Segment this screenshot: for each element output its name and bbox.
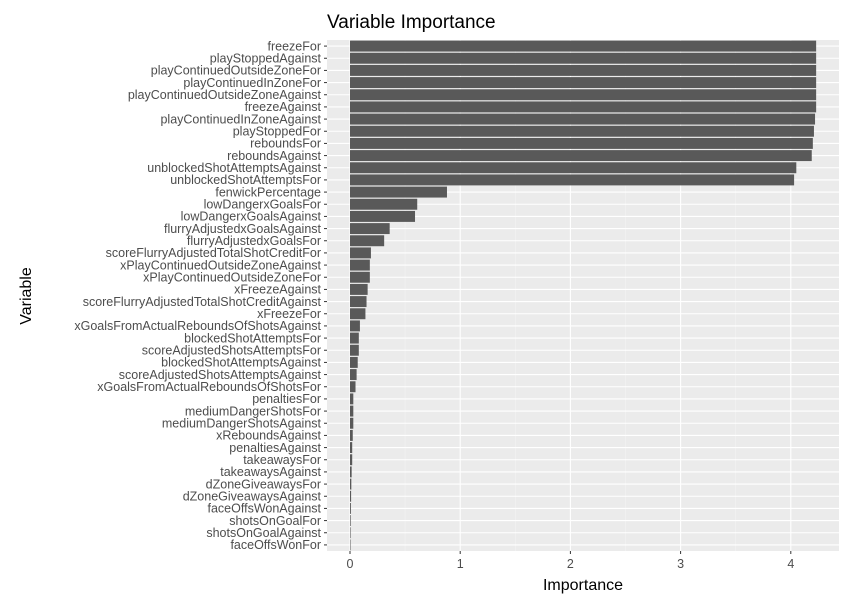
y-tick-label: playStoppedAgainst — [210, 52, 322, 66]
bar-playContinuedInZoneFor — [350, 77, 817, 89]
y-tick-label: takeawaysAgainst — [220, 465, 321, 479]
bar-xPlayContinuedOutsideZoneFor — [350, 271, 370, 283]
bar-xFreezeFor — [350, 308, 366, 320]
bar-fenwickPercentage — [350, 186, 447, 198]
x-tick-label: 1 — [457, 557, 464, 571]
bar-faceOffsWonAgainst — [350, 502, 351, 514]
bar-scoreFlurryAdjustedTotalShotCreditAgainst — [350, 296, 367, 308]
bar-scoreAdjustedShotsAttemptsAgainst — [350, 369, 357, 381]
y-tick-label: xGoalsFromActualReboundsOfShotsAgainst — [74, 319, 321, 333]
bar-reboundsAgainst — [350, 150, 812, 162]
bar-freezeFor — [350, 40, 817, 52]
bar-takeawaysFor — [350, 454, 353, 466]
bar-faceOffsWonFor — [350, 539, 351, 551]
y-tick-label: flurryAdjustedxGoalsAgainst — [164, 222, 322, 236]
y-tick-label: reboundsFor — [250, 137, 321, 151]
y-tick-label: faceOffsWonFor — [230, 538, 321, 552]
bar-xPlayContinuedOutsideZoneAgainst — [350, 259, 370, 271]
bar-penaltiesFor — [350, 393, 354, 405]
bar-shotsOnGoalFor — [350, 515, 351, 527]
y-tick-label: xFreezeFor — [257, 307, 321, 321]
bar-unblockedShotAttemptsAgainst — [350, 162, 797, 174]
y-tick-label: freezeFor — [268, 39, 322, 53]
bar-playContinuedOutsideZoneFor — [350, 64, 817, 76]
chart-title: Variable Importance — [327, 12, 496, 33]
x-tick-label: 4 — [787, 557, 794, 571]
y-tick-label: playContinuedOutsideZoneAgainst — [128, 88, 322, 102]
y-tick-label: playStoppedFor — [233, 125, 321, 139]
bar-playContinuedInZoneAgainst — [350, 113, 816, 125]
y-tick-label: lowDangerxGoalsFor — [204, 198, 321, 212]
y-tick-label: xReboundsAgainst — [216, 429, 321, 443]
bar-reboundsFor — [350, 137, 813, 149]
y-tick-label: flurryAdjustedxGoalsFor — [187, 234, 321, 248]
y-tick-label: lowDangerxGoalsAgainst — [181, 210, 322, 224]
y-tick-label: penaltiesFor — [252, 392, 321, 406]
y-axis: freezeForplayStoppedAgainstplayContinued… — [74, 39, 327, 552]
bar-xGoalsFromActualReboundsOfShotsAgainst — [350, 320, 360, 332]
y-tick-label: unblockedShotAttemptsAgainst — [147, 161, 321, 175]
y-tick-label: playContinuedInZoneFor — [183, 76, 321, 90]
bar-dZoneGiveawaysAgainst — [350, 490, 352, 502]
y-tick-label: fenwickPercentage — [215, 185, 321, 199]
y-tick-label: shotsOnGoalFor — [229, 514, 321, 528]
bar-flurryAdjustedxGoalsFor — [350, 235, 385, 247]
y-tick-label: xPlayContinuedOutsideZoneAgainst — [120, 258, 321, 272]
plot-panel — [327, 40, 839, 551]
bar-penaltiesAgainst — [350, 442, 353, 454]
y-tick-label: shotsOnGoalAgainst — [206, 526, 321, 540]
y-tick-label: scoreAdjustedShotsAttemptsAgainst — [119, 368, 322, 382]
y-tick-label: unblockedShotAttemptsFor — [170, 173, 321, 187]
bar-xGoalsFromActualReboundsOfShotsFor — [350, 381, 356, 393]
x-axis-title: Importance — [543, 577, 623, 594]
y-tick-label: xPlayContinuedOutsideZoneFor — [143, 271, 321, 285]
y-tick-label: scoreAdjustedShotsAttemptsFor — [142, 344, 321, 358]
y-tick-label: dZoneGiveawaysAgainst — [183, 490, 322, 504]
bar-playStoppedFor — [350, 125, 814, 137]
y-tick-label: reboundsAgainst — [227, 149, 321, 163]
y-tick-label: playContinuedInZoneAgainst — [160, 112, 321, 126]
y-tick-label: scoreFlurryAdjustedTotalShotCreditFor — [106, 246, 321, 260]
bar-blockedShotAttemptsAgainst — [350, 356, 358, 368]
y-tick-label: faceOffsWonAgainst — [208, 502, 322, 516]
x-axis: 0 1 2 3 4 — [347, 551, 794, 571]
bar-freezeAgainst — [350, 101, 817, 113]
bar-mediumDangerShotsAgainst — [350, 417, 354, 429]
y-tick-label: penaltiesAgainst — [229, 441, 321, 455]
y-tick-label: scoreFlurryAdjustedTotalShotCreditAgains… — [83, 295, 322, 309]
bar-dZoneGiveawaysFor — [350, 478, 352, 490]
bar-takeawaysAgainst — [350, 466, 352, 478]
bar-flurryAdjustedxGoalsAgainst — [350, 223, 390, 235]
y-tick-label: playContinuedOutsideZoneFor — [151, 64, 321, 78]
y-tick-label: takeawaysFor — [243, 453, 321, 467]
bar-lowDangerxGoalsAgainst — [350, 210, 416, 222]
bar-xFreezeAgainst — [350, 283, 368, 295]
y-tick-label: dZoneGiveawaysFor — [206, 477, 321, 491]
y-tick-label: xFreezeAgainst — [234, 283, 321, 297]
y-tick-label: mediumDangerShotsFor — [185, 404, 321, 418]
y-tick-label: freezeAgainst — [245, 100, 322, 114]
bar-playContinuedOutsideZoneAgainst — [350, 89, 817, 101]
bar-shotsOnGoalAgainst — [350, 527, 351, 539]
y-tick-label: blockedShotAttemptsAgainst — [161, 356, 321, 370]
bar-series — [350, 40, 817, 551]
y-tick-label: xGoalsFromActualReboundsOfShotsFor — [97, 380, 321, 394]
bar-playStoppedAgainst — [350, 52, 817, 64]
y-axis-title: Variable — [18, 267, 35, 325]
x-tick-label: 3 — [677, 557, 684, 571]
bar-unblockedShotAttemptsFor — [350, 174, 795, 186]
bar-scoreFlurryAdjustedTotalShotCreditFor — [350, 247, 371, 259]
bar-scoreAdjustedShotsAttemptsFor — [350, 344, 359, 356]
bar-blockedShotAttemptsFor — [350, 332, 359, 344]
y-tick-label: mediumDangerShotsAgainst — [162, 417, 322, 431]
bar-lowDangerxGoalsFor — [350, 198, 418, 210]
grid-lines-minor — [404, 40, 737, 551]
x-tick-label: 0 — [347, 557, 354, 571]
x-tick-label: 2 — [567, 557, 574, 571]
y-tick-label: blockedShotAttemptsFor — [184, 331, 321, 345]
bar-mediumDangerShotsFor — [350, 405, 354, 417]
bar-xReboundsAgainst — [350, 429, 353, 441]
